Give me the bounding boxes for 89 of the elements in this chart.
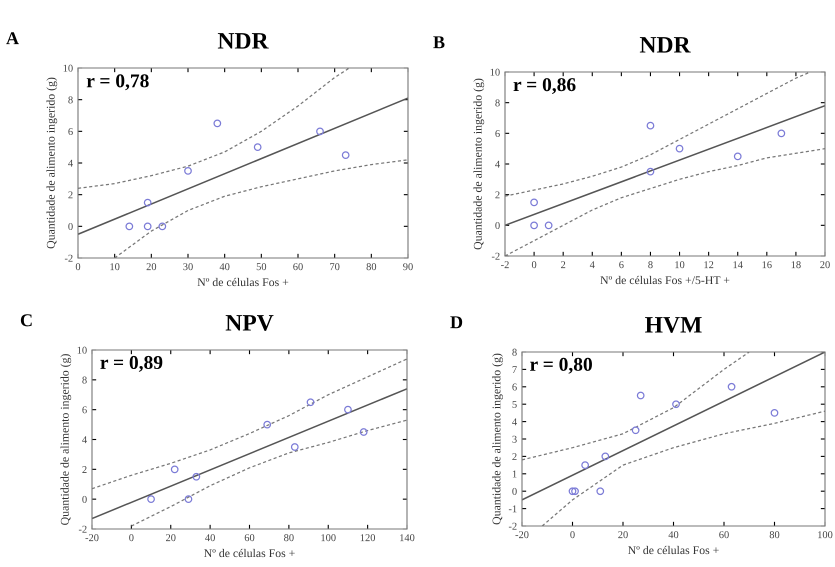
x-tick-label: 140 <box>400 534 414 542</box>
x-tick-label: 60 <box>244 534 254 542</box>
y-tick-label: 4 <box>68 160 73 167</box>
y-axis-title: Quantidade de alimento ingerido (g) <box>46 78 58 248</box>
y-tick-label: 1 <box>512 470 517 478</box>
x-tick-label: 70 <box>330 263 340 270</box>
y-tick-label: 8 <box>512 348 517 356</box>
chart-title: NDR <box>218 33 269 49</box>
chart-title: HVM <box>645 317 702 333</box>
annotation: r = 0,80 <box>530 358 592 374</box>
y-tick-label: -1 <box>508 505 517 512</box>
x-tick-label: 10 <box>675 261 684 268</box>
x-tick-label: -2 <box>501 261 509 268</box>
y-axis-title: Quantidade de alimento ingerido (g) <box>473 78 484 250</box>
y-tick-label: -2 <box>492 252 500 260</box>
y-tick-label: 4 <box>512 418 517 426</box>
y-tick-label: 8 <box>68 96 73 104</box>
x-tick-label: 14 <box>733 261 743 268</box>
x-tick-label: 20 <box>820 261 830 268</box>
x-tick-label: 0 <box>129 534 134 542</box>
y-tick-label: 2 <box>495 191 500 198</box>
x-tick-label: 40 <box>668 531 678 538</box>
x-tick-label: 12 <box>704 261 714 268</box>
x-tick-label: 120 <box>360 534 376 542</box>
x-tick-label: 90 <box>403 263 413 270</box>
y-tick-label: 10 <box>64 64 73 72</box>
annotation: r = 0,89 <box>100 356 162 372</box>
x-tick-label: 100 <box>818 531 832 538</box>
text: D <box>450 316 462 328</box>
x-tick-label: 100 <box>321 534 336 542</box>
x-axis-title: Nº de células Fos + <box>628 546 719 554</box>
x-tick-label: 20 <box>166 534 176 542</box>
y-tick-label: 0 <box>82 496 87 503</box>
y-tick-label: -2 <box>78 526 87 533</box>
x-tick-label: 60 <box>293 263 303 270</box>
y-axis-title: Quantidade de alimento ingerido (g) <box>60 354 72 525</box>
y-tick-label: 8 <box>82 376 87 384</box>
x-tick-label: 8 <box>648 261 653 268</box>
x-axis-title: Nº de células Fos + <box>198 278 288 286</box>
y-tick-label: 0 <box>512 488 517 495</box>
y-tick-label: 2 <box>512 453 517 460</box>
chart-title: NDR <box>640 37 691 53</box>
y-tick-label: 7 <box>512 366 517 374</box>
y-tick-label: 2 <box>68 191 73 198</box>
y-tick-label: 10 <box>78 346 87 354</box>
y-tick-label: 2 <box>82 466 87 473</box>
x-tick-label: 20 <box>146 263 156 270</box>
x-tick-label: 40 <box>220 263 230 270</box>
y-tick-label: 4 <box>495 160 500 168</box>
x-tick-label: 4 <box>590 261 595 268</box>
x-tick-label: 60 <box>719 531 729 538</box>
text: B <box>433 36 445 48</box>
annotation: r = 0,78 <box>86 74 149 90</box>
x-tick-label: 20 <box>618 531 628 538</box>
annotation: r = 0,86 <box>514 78 576 94</box>
x-tick-label: 0 <box>532 261 536 268</box>
x-tick-label: -20 <box>85 534 99 542</box>
x-tick-label: 80 <box>366 263 376 270</box>
y-tick-label: 5 <box>512 400 517 408</box>
y-tick-label: -2 <box>64 254 73 262</box>
y-tick-label: 0 <box>495 222 500 230</box>
x-axis-title: Nº de células Fos +/5-HT + <box>600 276 730 284</box>
y-axis-title: Quantidade de alimento ingerido (g) <box>492 354 503 524</box>
y-tick-label: 6 <box>82 406 87 414</box>
x-tick-label: 18 <box>792 261 801 268</box>
x-tick-label: -20 <box>515 531 529 538</box>
x-tick-label: 2 <box>561 261 566 268</box>
text: A <box>6 32 19 44</box>
y-tick-label: 6 <box>495 130 500 138</box>
x-tick-label: 0 <box>570 531 575 538</box>
x-tick-label: 80 <box>284 534 294 542</box>
y-tick-label: 8 <box>495 99 500 106</box>
y-tick-label: 10 <box>490 68 500 76</box>
chart-title: NPV <box>226 315 274 331</box>
x-tick-label: 50 <box>256 263 266 270</box>
y-tick-label: 0 <box>68 223 73 230</box>
x-tick-label: 6 <box>619 261 624 268</box>
x-axis-title: Nº de células Fos + <box>204 548 295 558</box>
x-tick-label: 10 <box>110 263 120 270</box>
y-tick-label: 3 <box>512 436 517 443</box>
x-tick-label: 80 <box>770 531 780 538</box>
x-tick-label: 30 <box>183 263 193 270</box>
y-tick-label: 4 <box>82 436 87 444</box>
y-tick-label: 6 <box>68 128 73 136</box>
y-tick-label: 6 <box>512 384 517 391</box>
text: C <box>20 314 32 326</box>
y-tick-label: -2 <box>508 522 517 530</box>
x-tick-label: 40 <box>205 534 215 542</box>
x-tick-label: 16 <box>762 261 772 268</box>
